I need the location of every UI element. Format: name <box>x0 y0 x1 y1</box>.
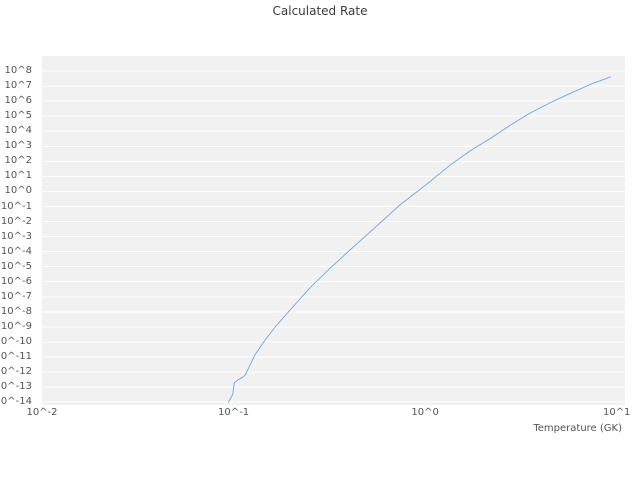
y-tick-label: 10^2 <box>4 155 32 167</box>
y-tick-label: 10^-6 <box>0 275 32 287</box>
rate-line <box>227 76 611 403</box>
chart-title: Calculated Rate <box>272 4 368 18</box>
y-tick-label: 10^-4 <box>0 245 32 257</box>
x-tick-label: 10^0 <box>411 407 439 418</box>
y-tick-label: 10^7 <box>4 80 32 92</box>
y-tick-label: 10^-13 <box>0 381 32 393</box>
y-tick-label: 10^5 <box>4 110 32 122</box>
y-tick-label: 10^8 <box>4 65 32 76</box>
y-tick-label: 10^-2 <box>0 215 32 227</box>
x-tick-label: 10^1 <box>602 407 631 418</box>
y-tick-label: 10^1 <box>4 170 32 182</box>
y-tick-label: 10^-5 <box>0 260 32 272</box>
y-tick-label: 10^-1 <box>0 200 32 212</box>
y-tick-label: 10^-8 <box>0 305 32 317</box>
y-tick-label: 10^-3 <box>0 230 32 242</box>
gridlines <box>42 70 625 403</box>
y-tick-label: 10^-9 <box>0 320 32 332</box>
y-tick-label: 10^4 <box>4 125 32 137</box>
y-tick-label: 10^0 <box>4 185 32 197</box>
y-tick-label: 10^6 <box>4 95 32 107</box>
x-tick-label: 10^-2 <box>26 407 58 418</box>
y-tick-label: 10^-7 <box>0 290 32 302</box>
y-tick-label: 10^-11 <box>0 351 32 362</box>
y-tick-label: 10^3 <box>4 140 32 152</box>
x-axis-label: Temperature (GK) <box>533 423 622 434</box>
x-tick-label: 10^-1 <box>218 407 250 418</box>
y-tick-label: 10^-10 <box>0 335 32 347</box>
plot-background <box>42 56 625 405</box>
y-tick-label: 10^-14 <box>0 396 32 408</box>
y-tick-label: 10^-12 <box>0 366 32 377</box>
